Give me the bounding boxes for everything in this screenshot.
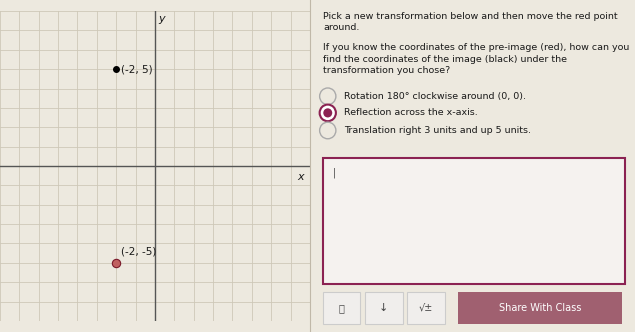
FancyBboxPatch shape xyxy=(365,292,403,324)
Text: If you know the coordinates of the pre-image (red), how can you: If you know the coordinates of the pre-i… xyxy=(323,43,629,52)
FancyBboxPatch shape xyxy=(458,292,622,324)
Text: √±: √± xyxy=(419,303,433,313)
Text: transformation you chose?: transformation you chose? xyxy=(323,66,450,75)
Text: (-2, -5): (-2, -5) xyxy=(121,246,156,256)
Text: |: | xyxy=(333,168,336,178)
Text: ⎙: ⎙ xyxy=(338,303,345,313)
Text: (-2, 5): (-2, 5) xyxy=(121,64,152,74)
Circle shape xyxy=(319,105,336,121)
FancyBboxPatch shape xyxy=(323,158,625,284)
Text: Translation right 3 units and up 5 units.: Translation right 3 units and up 5 units… xyxy=(344,126,531,135)
Text: ↓: ↓ xyxy=(379,303,389,313)
Text: x: x xyxy=(297,172,304,182)
Circle shape xyxy=(323,108,332,118)
Text: around.: around. xyxy=(323,23,359,32)
FancyBboxPatch shape xyxy=(323,292,360,324)
Text: Reflection across the x‑axis.: Reflection across the x‑axis. xyxy=(344,108,478,118)
Text: Share With Class: Share With Class xyxy=(498,303,581,313)
Text: find the coordinates of the image (black) under the: find the coordinates of the image (black… xyxy=(323,55,567,64)
Text: Pick a new transformation below and then move the red point: Pick a new transformation below and then… xyxy=(323,12,617,21)
Text: Rotation 180° clockwise around (0, 0).: Rotation 180° clockwise around (0, 0). xyxy=(344,92,526,101)
Text: y: y xyxy=(158,14,165,24)
FancyBboxPatch shape xyxy=(408,292,444,324)
